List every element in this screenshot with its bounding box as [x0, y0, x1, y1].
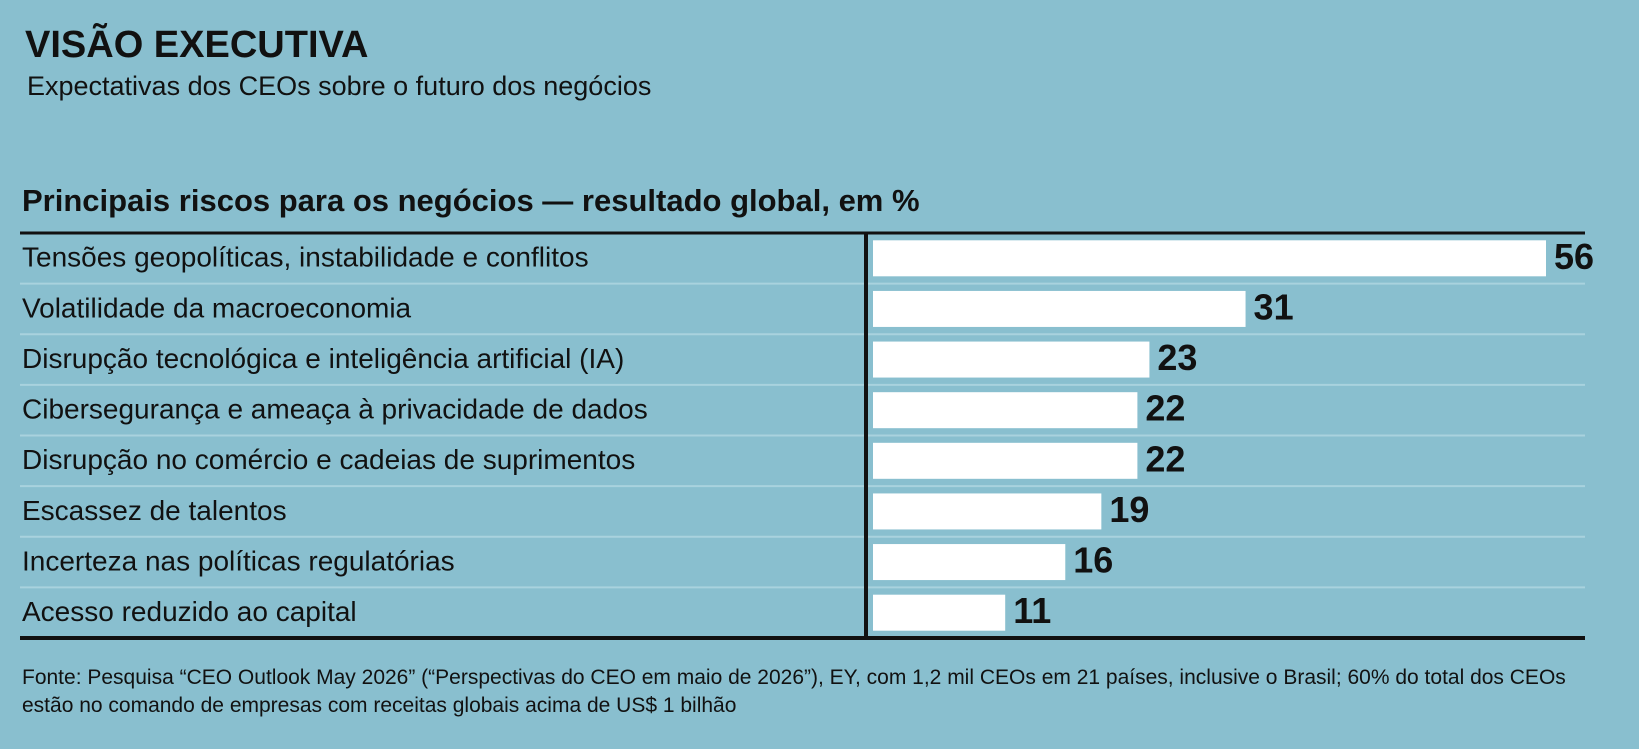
- category-label: Tensões geopolíticas, instabilidade e co…: [22, 242, 589, 273]
- source-note: Fonte: Pesquisa “CEO Outlook May 2026” (…: [22, 666, 1566, 717]
- bar: [873, 240, 1546, 277]
- chart-title: Principais riscos para os negócios — res…: [22, 183, 920, 218]
- bar: [873, 392, 1138, 429]
- subtitle: Expectativas dos CEOs sobre o futuro dos…: [27, 71, 651, 101]
- value-label: 31: [1254, 286, 1294, 327]
- category-label: Escassez de talentos: [22, 495, 287, 526]
- category-label: Volatilidade da macroeconomia: [22, 292, 412, 323]
- bar: [873, 341, 1150, 378]
- value-label: 22: [1145, 388, 1185, 429]
- value-label: 56: [1554, 236, 1594, 277]
- value-label: 19: [1109, 489, 1149, 530]
- bar: [873, 493, 1102, 530]
- title: VISÃO EXECUTIVA: [25, 22, 368, 66]
- bar: [873, 290, 1246, 327]
- bar: [873, 594, 1006, 631]
- category-label: Acesso reduzido ao capital: [22, 596, 357, 627]
- category-label: Incerteza nas políticas regulatórias: [22, 545, 455, 576]
- bar: [873, 544, 1066, 581]
- value-label: 11: [1013, 590, 1051, 631]
- value-label: 23: [1157, 337, 1197, 378]
- category-label: Cibersegurança e ameaça à privacidade de…: [22, 394, 648, 425]
- bar: [873, 442, 1138, 479]
- category-label: Disrupção no comércio e cadeias de supri…: [22, 444, 635, 475]
- value-label: 22: [1145, 438, 1185, 479]
- category-label: Disrupção tecnológica e inteligência art…: [22, 343, 624, 374]
- value-label: 16: [1073, 540, 1113, 581]
